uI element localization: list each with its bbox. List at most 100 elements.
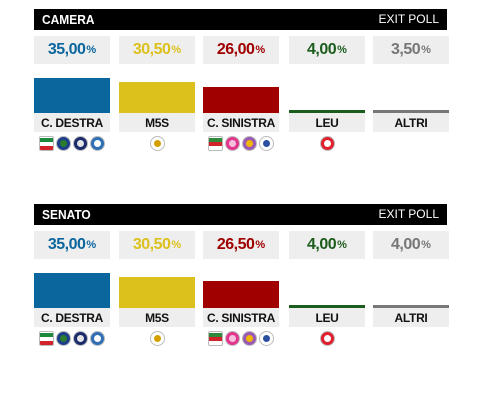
m5s-logo xyxy=(149,136,165,151)
percent-sign: % xyxy=(86,239,97,251)
bar-c-destra xyxy=(34,78,110,113)
lega-logo xyxy=(56,331,71,346)
column-c-sinistra: 26,50% C. SINISTRA xyxy=(203,231,279,361)
value-label-box: 35,00% xyxy=(34,36,110,64)
party-logos xyxy=(203,331,279,349)
column-c-destra: 35,00% C. DESTRA xyxy=(34,231,110,361)
value-label-box: 30,50% xyxy=(119,36,195,64)
party-logos xyxy=(373,136,449,154)
column-altri: 3,50% ALTRI xyxy=(373,36,449,166)
camera-header: CAMERA EXIT POLL xyxy=(34,9,447,30)
value-label-box: 26,00% xyxy=(203,36,279,64)
senato-panel: SENATO EXIT POLL 35,00% C. DESTRA 30,50% M5… xyxy=(34,204,449,346)
value-label: 4,00 xyxy=(391,236,421,253)
category-label: C. DESTRA xyxy=(41,310,103,325)
category-label: M5S xyxy=(145,310,169,325)
lega-logo xyxy=(56,136,71,151)
party-logos xyxy=(373,331,449,349)
value-label-box: 4,00% xyxy=(289,36,365,64)
insieme-logo xyxy=(242,331,257,346)
column-c-destra: 35,00% C. DESTRA xyxy=(34,36,110,166)
value-label-box: 3,50% xyxy=(373,36,449,64)
bar-altri xyxy=(373,305,449,308)
bar-leu xyxy=(289,110,365,113)
percent-sign: % xyxy=(255,239,266,251)
bar-leu xyxy=(289,305,365,308)
value-label: 26,00 xyxy=(216,41,255,58)
party-logos xyxy=(289,331,365,349)
percent-sign: % xyxy=(421,239,431,251)
column-leu: 4,00% LEU xyxy=(289,231,365,361)
value-label: 35,00 xyxy=(47,236,86,253)
value-label: 30,50 xyxy=(132,41,171,58)
category-label: ALTRI xyxy=(394,115,428,130)
bar-c-sinistra xyxy=(203,281,279,308)
column-m5s: 30,50% M5S xyxy=(119,36,195,166)
category-label: C. SINISTRA xyxy=(206,310,276,325)
forza-italia-logo xyxy=(39,136,54,151)
bar-m5s xyxy=(119,277,195,308)
percent-sign: % xyxy=(171,44,182,56)
column-m5s: 30,50% M5S xyxy=(119,231,195,361)
bar-m5s xyxy=(119,82,195,113)
column-altri: 4,00% ALTRI xyxy=(373,231,449,361)
percent-sign: % xyxy=(337,44,347,56)
value-label-box: 4,00% xyxy=(289,231,365,259)
category-label-box: C. SINISTRA xyxy=(203,308,279,327)
party-logos xyxy=(119,136,195,154)
senato-header: SENATO EXIT POLL xyxy=(34,204,447,225)
m5s-logo xyxy=(149,331,165,346)
piu-europa-logo xyxy=(259,331,274,346)
bar-c-destra xyxy=(34,273,110,308)
leu-logo xyxy=(319,331,335,346)
category-label-box: C. DESTRA xyxy=(34,113,110,132)
party-logos xyxy=(289,136,365,154)
leu-logo xyxy=(319,136,335,151)
percent-sign: % xyxy=(86,44,97,56)
value-label-box: 26,50% xyxy=(203,231,279,259)
camera-panel: CAMERA EXIT POLL 35,00% C. DESTRA 30,50% M5… xyxy=(34,9,449,151)
noi-con-italia-logo xyxy=(90,136,105,151)
exit-poll-label: EXIT POLL xyxy=(378,12,439,26)
column-c-sinistra: 26,00% C. SINISTRA xyxy=(203,36,279,166)
fratelli-italia-logo xyxy=(73,136,88,151)
noi-con-italia-logo xyxy=(90,331,105,346)
value-label: 26,50 xyxy=(216,236,255,253)
party-logos xyxy=(34,331,110,349)
pd-logo xyxy=(208,136,223,151)
forza-italia-logo xyxy=(39,331,54,346)
civica-popolare-logo xyxy=(225,331,240,346)
percent-sign: % xyxy=(337,239,347,251)
category-label-box: M5S xyxy=(119,308,195,327)
category-label: LEU xyxy=(315,310,339,325)
value-label: 35,00 xyxy=(47,41,86,58)
category-label-box: LEU xyxy=(289,113,365,132)
value-label-box: 4,00% xyxy=(373,231,449,259)
bar-altri xyxy=(373,110,449,113)
category-label-box: C. SINISTRA xyxy=(203,113,279,132)
category-label: C. DESTRA xyxy=(41,115,103,130)
value-label-box: 30,50% xyxy=(119,231,195,259)
exit-poll-label: EXIT POLL xyxy=(378,207,439,221)
chamber-title: SENATO xyxy=(42,207,91,222)
category-label-box: C. DESTRA xyxy=(34,308,110,327)
column-leu: 4,00% LEU xyxy=(289,36,365,166)
senato-bar-chart: 35,00% C. DESTRA 30,50% M5S 26,50% C. SINISTR… xyxy=(34,231,449,361)
value-label: 3,50 xyxy=(391,41,421,58)
piu-europa-logo xyxy=(259,136,274,151)
value-label: 30,50 xyxy=(132,236,171,253)
civica-popolare-logo xyxy=(225,136,240,151)
category-label-box: ALTRI xyxy=(373,113,449,132)
percent-sign: % xyxy=(171,239,182,251)
chamber-title: CAMERA xyxy=(42,12,95,27)
category-label: M5S xyxy=(145,115,169,130)
camera-bar-chart: 35,00% C. DESTRA 30,50% M5S 26,00% C. SINISTR… xyxy=(34,36,449,166)
pd-logo xyxy=(208,331,223,346)
fratelli-italia-logo xyxy=(73,331,88,346)
value-label: 4,00 xyxy=(307,41,337,58)
value-label-box: 35,00% xyxy=(34,231,110,259)
category-label-box: ALTRI xyxy=(373,308,449,327)
percent-sign: % xyxy=(255,44,266,56)
party-logos xyxy=(34,136,110,154)
bar-c-sinistra xyxy=(203,87,279,113)
